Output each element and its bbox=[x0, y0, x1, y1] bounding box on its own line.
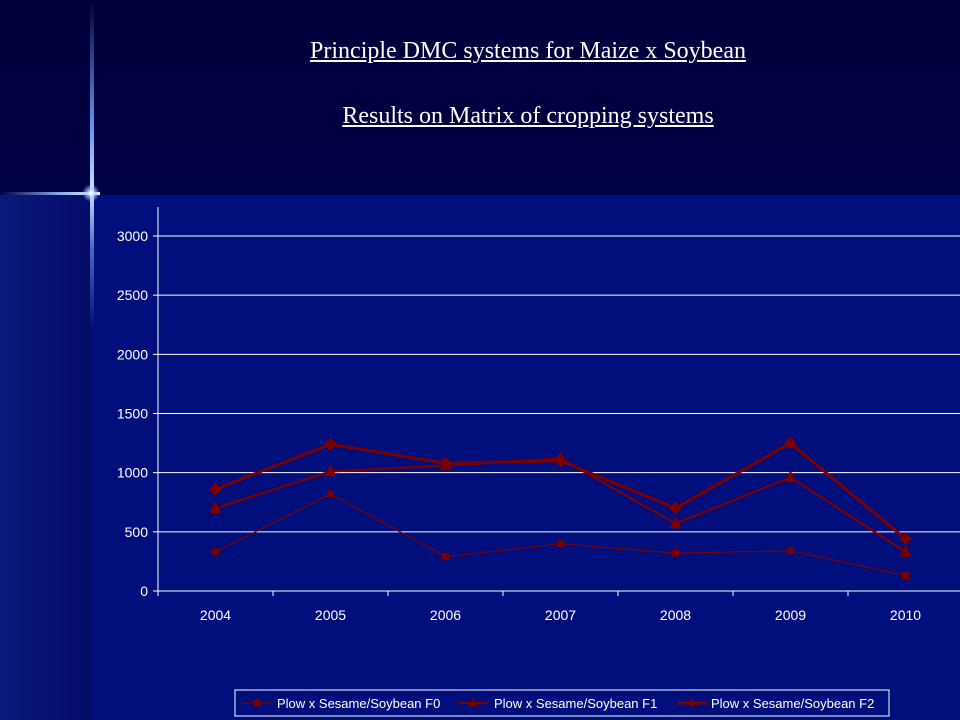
x-tick-label: 2004 bbox=[200, 607, 231, 623]
data-point bbox=[554, 454, 567, 468]
decorative-light-horizontal bbox=[0, 192, 100, 195]
data-point bbox=[439, 456, 452, 470]
data-point bbox=[212, 548, 219, 556]
data-point bbox=[669, 501, 682, 515]
data-point bbox=[209, 500, 222, 513]
slide-subtitle: Results on Matrix of cropping systems bbox=[342, 103, 714, 129]
x-tick-label: 2010 bbox=[890, 607, 921, 623]
data-point bbox=[557, 540, 564, 548]
series-square bbox=[212, 490, 909, 580]
y-axis-ticks: 0 500 1000 1500 2000 2500 3000 bbox=[117, 228, 158, 599]
y-tick-label: 2000 bbox=[117, 346, 148, 362]
data-point bbox=[784, 470, 797, 483]
data-point bbox=[672, 549, 679, 557]
decorative-light-flare bbox=[82, 184, 100, 202]
data-point bbox=[327, 490, 334, 498]
data-point bbox=[687, 698, 697, 708]
legend-label: Plow x Sesame/Soybean F1 bbox=[494, 696, 657, 711]
gridlines bbox=[158, 235, 960, 533]
y-tick-label: 1500 bbox=[117, 406, 148, 422]
series-diamond bbox=[209, 436, 912, 546]
series-lines bbox=[209, 436, 912, 580]
legend: Plow x Sesame/Soybean F0 Plow x Sesame/So… bbox=[234, 689, 890, 717]
data-point bbox=[787, 547, 794, 555]
y-tick-label: 500 bbox=[125, 524, 149, 540]
chart-background bbox=[92, 195, 960, 720]
axes bbox=[157, 207, 960, 592]
legend-item: Plow x Sesame/Soybean F0 bbox=[242, 696, 440, 711]
slide-top-background bbox=[0, 0, 960, 195]
y-tick-label: 2500 bbox=[117, 287, 148, 303]
legend-box bbox=[234, 689, 890, 717]
x-tick-label: 2008 bbox=[660, 607, 691, 623]
data-point bbox=[324, 464, 337, 477]
x-tick-label: 2006 bbox=[430, 607, 461, 623]
data-point bbox=[902, 572, 909, 580]
data-point bbox=[468, 697, 478, 707]
data-point bbox=[784, 436, 797, 450]
y-tick-label: 1000 bbox=[117, 465, 148, 481]
decorative-light-vertical bbox=[90, 0, 94, 330]
series-line bbox=[215, 493, 906, 577]
legend-label: Plow x Sesame/Soybean F2 bbox=[711, 696, 874, 711]
data-point bbox=[899, 532, 912, 546]
x-tick-label: 2007 bbox=[545, 607, 576, 623]
legend-label: Plow x Sesame/Soybean F0 bbox=[277, 696, 440, 711]
y-tick-label: 0 bbox=[140, 583, 148, 599]
x-tick-label: 2009 bbox=[775, 607, 806, 623]
data-point bbox=[442, 553, 449, 561]
legend-item: Plow x Sesame/Soybean F1 bbox=[458, 696, 657, 711]
slide-title: Principle DMC systems for Maize x Soybea… bbox=[310, 38, 746, 64]
data-point bbox=[324, 437, 337, 451]
data-point bbox=[253, 699, 261, 707]
y-tick-label: 3000 bbox=[117, 228, 148, 244]
x-tick-label: 2005 bbox=[315, 607, 346, 623]
data-point bbox=[209, 482, 222, 496]
legend-item: Plow x Sesame/Soybean F2 bbox=[677, 696, 874, 711]
x-axis-ticks: 2004 2005 2006 2007 2008 2009 2010 bbox=[157, 591, 921, 623]
data-point bbox=[899, 544, 912, 557]
data-point bbox=[669, 516, 682, 529]
slide-left-background bbox=[0, 195, 92, 720]
